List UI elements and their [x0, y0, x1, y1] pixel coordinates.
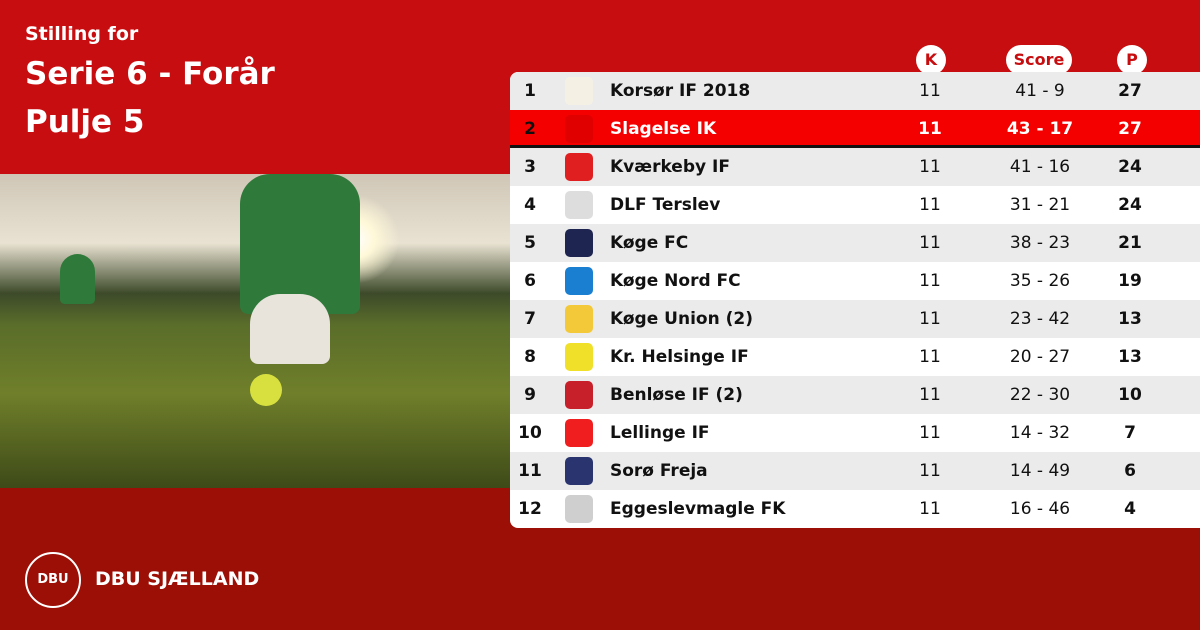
goal-score: 43 - 17: [1006, 119, 1074, 139]
team-logo-icon: [565, 153, 593, 181]
title-label: Stilling for: [25, 23, 139, 45]
points: 13: [1118, 309, 1142, 329]
player: [240, 174, 360, 314]
position: 7: [524, 309, 536, 329]
points: 19: [1118, 271, 1142, 291]
position: 4: [524, 195, 536, 215]
team-name: Kværkeby IF: [610, 157, 730, 177]
team-logo-icon: [565, 381, 593, 409]
team-name: Lellinge IF: [610, 423, 710, 443]
points: 4: [1124, 499, 1136, 519]
football-photo: [0, 174, 510, 488]
position: 6: [524, 271, 536, 291]
team-logo-icon: [565, 343, 593, 371]
team-name: Sorø Freja: [610, 461, 708, 481]
team-name: DLF Terslev: [610, 195, 721, 215]
table-row: 4 DLF Terslev 11 31 - 21 24: [510, 186, 1200, 224]
matches-played: 11: [919, 271, 941, 291]
ball: [250, 374, 282, 406]
points: 6: [1124, 461, 1136, 481]
team-logo-icon: [565, 267, 593, 295]
team-logo-icon: [565, 115, 593, 143]
table-row: 5 Køge FC 11 38 - 23 21: [510, 224, 1200, 262]
matches-played: 11: [919, 233, 941, 253]
dbu-logo: DBU: [25, 552, 81, 608]
matches-played: 11: [919, 347, 941, 367]
matches-played: 11: [919, 81, 941, 101]
position: 5: [524, 233, 536, 253]
team-logo-icon: [565, 495, 593, 523]
goal-score: 31 - 21: [1009, 195, 1071, 215]
matches-played: 11: [919, 195, 941, 215]
points: 24: [1118, 157, 1142, 177]
team-name: Køge FC: [610, 233, 689, 253]
position: 3: [524, 157, 536, 177]
player: [60, 254, 95, 304]
goal-score: 41 - 16: [1009, 157, 1071, 177]
goal-score: 35 - 26: [1009, 271, 1071, 291]
team-name: Kr. Helsinge IF: [610, 347, 749, 367]
points: 27: [1118, 81, 1142, 101]
goal-score: 41 - 9: [1015, 81, 1065, 101]
team-name: Slagelse IK: [610, 119, 717, 139]
team-logo-icon: [565, 305, 593, 333]
position: 1: [524, 81, 536, 101]
points: 10: [1118, 385, 1142, 405]
table-row: 3 Kværkeby IF 11 41 - 16 24: [510, 148, 1200, 186]
table-row: 10 Lellinge IF 11 14 - 32 7: [510, 414, 1200, 452]
team-name: Eggeslevmagle FK: [610, 499, 786, 519]
position: 12: [518, 499, 542, 519]
column-header-k: K: [916, 45, 946, 75]
team-logo-icon: [565, 191, 593, 219]
team-logo-icon: [565, 457, 593, 485]
goal-score: 22 - 30: [1009, 385, 1071, 405]
table-row: 11 Sorø Freja 11 14 - 49 6: [510, 452, 1200, 490]
points: 24: [1118, 195, 1142, 215]
team-name: Korsør IF 2018: [610, 81, 751, 101]
table-row: 8 Kr. Helsinge IF 11 20 - 27 13: [510, 338, 1200, 376]
column-header-score: Score: [1006, 45, 1072, 75]
matches-played: 11: [919, 157, 941, 177]
team-name: Benløse IF (2): [610, 385, 743, 405]
brand-name: DBU SJÆLLAND: [95, 568, 260, 590]
points: 13: [1118, 347, 1142, 367]
team-name: Køge Union (2): [610, 309, 753, 329]
table-row: 7 Køge Union (2) 11 23 - 42 13: [510, 300, 1200, 338]
goal-score: 14 - 49: [1009, 461, 1071, 481]
team-logo-icon: [565, 419, 593, 447]
team-name: Køge Nord FC: [610, 271, 741, 291]
team-logo-icon: [565, 229, 593, 257]
position: 2: [524, 119, 536, 139]
position: 10: [518, 423, 542, 443]
matches-played: 11: [919, 499, 941, 519]
league-title: Serie 6 - Forår: [25, 56, 275, 92]
table-row: 12 Eggeslevmagle FK 11 16 - 46 4: [510, 490, 1200, 528]
column-header-p: P: [1117, 45, 1147, 75]
matches-played: 11: [919, 385, 941, 405]
position: 8: [524, 347, 536, 367]
position: 9: [524, 385, 536, 405]
points: 27: [1118, 119, 1142, 139]
table-row: 1 Korsør IF 2018 11 41 - 9 27: [510, 72, 1200, 110]
points: 21: [1118, 233, 1142, 253]
player-shorts: [250, 294, 330, 364]
goal-score: 23 - 42: [1009, 309, 1071, 329]
goal-score: 38 - 23: [1009, 233, 1071, 253]
table-row: 9 Benløse IF (2) 11 22 - 30 10: [510, 376, 1200, 414]
matches-played: 11: [919, 461, 941, 481]
table-row: 6 Køge Nord FC 11 35 - 26 19: [510, 262, 1200, 300]
table-row: 2 Slagelse IK 11 43 - 17 27: [510, 110, 1200, 148]
matches-played: 11: [919, 423, 941, 443]
goal-score: 14 - 32: [1009, 423, 1071, 443]
goal-score: 16 - 46: [1009, 499, 1071, 519]
matches-played: 11: [919, 309, 941, 329]
points: 7: [1124, 423, 1136, 443]
team-logo-icon: [565, 77, 593, 105]
matches-played: 11: [918, 119, 942, 139]
pool-title: Pulje 5: [25, 104, 145, 140]
goal-score: 20 - 27: [1009, 347, 1071, 367]
standings-table: 1 Korsør IF 2018 11 41 - 9 27 2 Slagelse …: [510, 72, 1200, 528]
position: 11: [518, 461, 542, 481]
